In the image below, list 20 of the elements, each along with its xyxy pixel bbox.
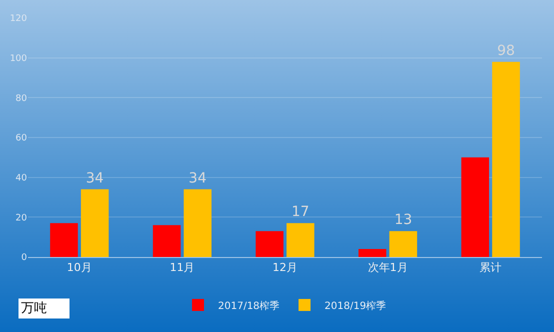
y-tick-label: 60 <box>16 134 28 144</box>
legend-label: 2017/18榨季 <box>218 300 280 312</box>
data-label: 98 <box>497 42 515 59</box>
x-tick-label: 次年1月 <box>368 261 408 274</box>
x-tick-label: 12月 <box>272 261 298 274</box>
x-tick-label: 10月 <box>66 261 92 274</box>
y-tick-label: 40 <box>16 173 28 184</box>
x-tick-label: 11月 <box>170 261 195 274</box>
data-label: 34 <box>188 170 207 186</box>
data-label: 17 <box>292 204 310 220</box>
text: 万吨 <box>21 301 47 316</box>
y-tick-label: 80 <box>16 94 28 104</box>
data-label: 34 <box>86 170 104 186</box>
y-tick-label: 20 <box>16 213 28 224</box>
x-tick-label: 累计 <box>480 261 502 274</box>
legend-label: 2018/19榨季 <box>324 300 386 312</box>
y-tick-label: 0 <box>21 253 28 264</box>
y-tick-label: 120 <box>10 14 28 24</box>
y-tick-label: 100 <box>10 54 28 64</box>
data-label: 13 <box>394 212 412 228</box>
